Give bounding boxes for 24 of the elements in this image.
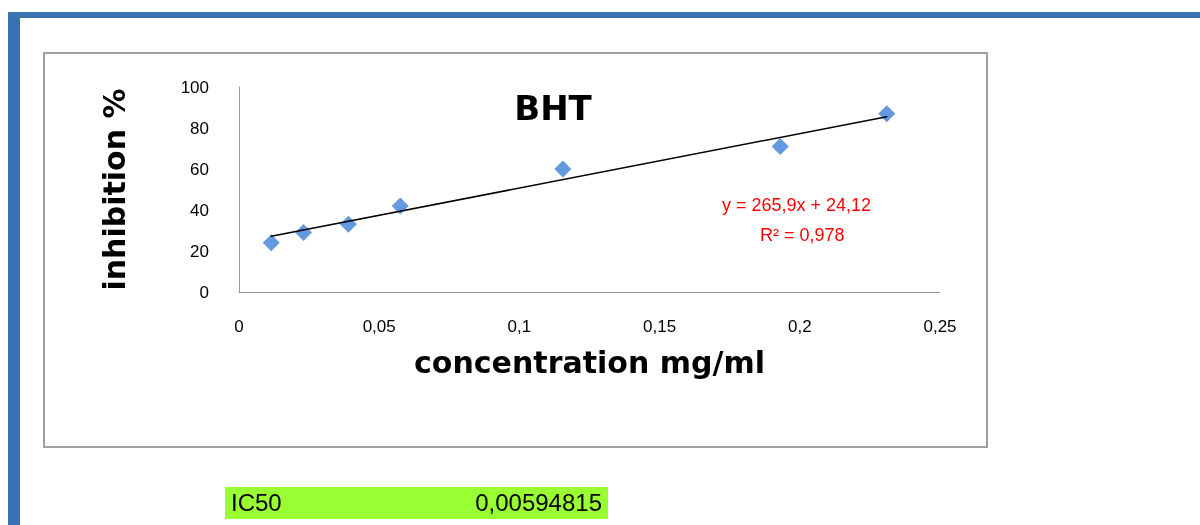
x-tick-label: 0 xyxy=(234,317,244,336)
y-tick-label: 60 xyxy=(190,159,209,179)
point xyxy=(391,197,409,215)
annotation: y = 265,9x + 24,12 xyxy=(722,195,872,215)
x-tick-label: 0,1 xyxy=(507,317,532,336)
text: 0,00594815 xyxy=(475,489,602,517)
y-tick-label: 80 xyxy=(190,118,209,138)
x-tick-label: 0,15 xyxy=(643,317,677,336)
x-axis-title: concentration mg/ml xyxy=(414,344,765,380)
point xyxy=(554,160,572,178)
annotation: R² = 0,978 xyxy=(760,225,845,245)
x-tick-label: 0,2 xyxy=(787,317,812,336)
text: IC50 xyxy=(231,489,282,517)
x-tick-label: 0,25 xyxy=(923,317,957,336)
y-tick-label: 40 xyxy=(190,200,209,220)
y-tick-label: 100 xyxy=(180,77,209,97)
x-tick-label: 0,05 xyxy=(362,317,396,336)
chart-title: BHT xyxy=(514,88,593,128)
point xyxy=(262,234,280,252)
y-axis-title: inhibition % xyxy=(96,88,132,291)
y-tick-label: 20 xyxy=(190,241,209,261)
y-tick-label: 0 xyxy=(199,282,209,302)
point xyxy=(771,137,789,155)
point xyxy=(878,105,896,123)
